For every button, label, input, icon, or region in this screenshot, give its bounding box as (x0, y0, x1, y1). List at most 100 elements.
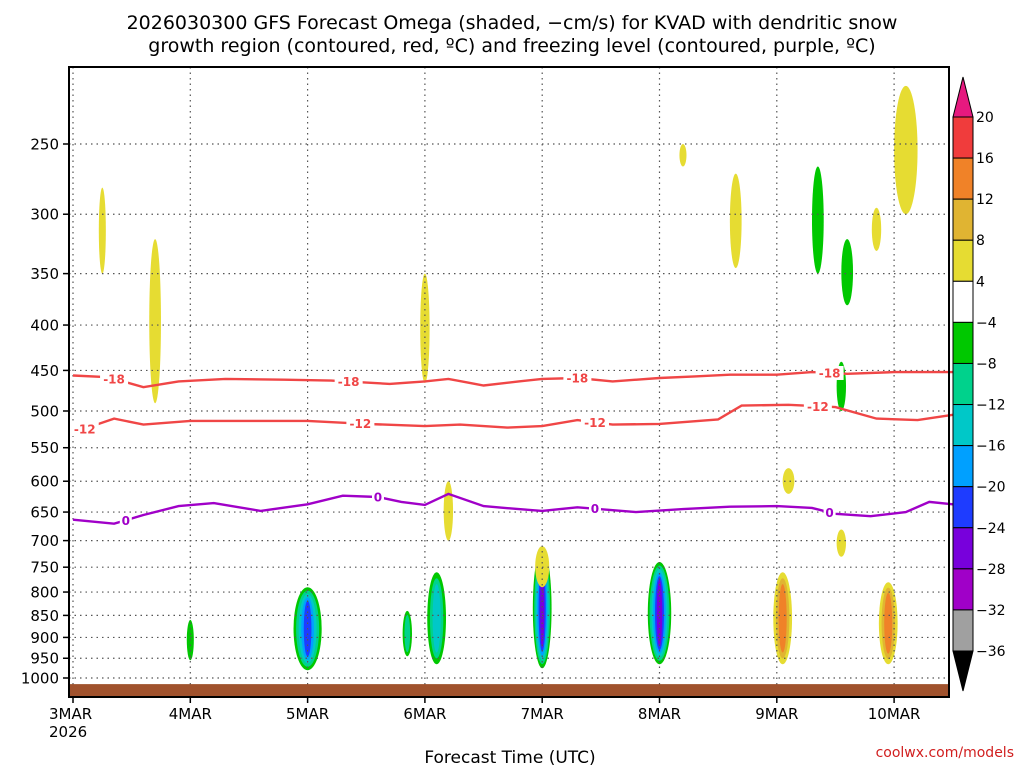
y-tick-label-800: 800 (30, 584, 59, 602)
plot-frame (68, 66, 950, 698)
dgz-bottom-minus12-label-2: -12 (584, 416, 606, 430)
dgz-bottom-minus12-label-3: -12 (807, 400, 829, 414)
y-tick-label-600: 600 (30, 473, 59, 491)
freezing-level-0-label-1: 0 (374, 490, 382, 504)
omega-blob-11-level-0 (894, 85, 918, 215)
colorbar-label-10: −24 (976, 521, 1006, 537)
y-axis-ticks: 250 300 350 400 450 500 550 600 650 700 750 800 850 9… (21, 136, 69, 688)
omega-blob-2-level-1 (404, 614, 411, 653)
y-tick-label-500: 500 (30, 403, 59, 421)
colorbar-label-1: 16 (976, 151, 994, 167)
omega-blob-3-level-5 (540, 569, 545, 648)
colorbar-swatch-6 (952, 362, 974, 406)
dgz-top-minus18-label-bg-1 (334, 374, 363, 389)
colorbar-swatch-0 (952, 116, 974, 159)
x-tick-label-0: 3MAR (49, 705, 92, 723)
freezing-level-0-label-bg-1 (371, 489, 384, 504)
omega-blob-6-level-2 (778, 584, 787, 653)
ground-fill (69, 684, 949, 697)
freezing-level-0-label-bg-0 (119, 513, 132, 528)
colorbar-label-11: −28 (976, 562, 1006, 578)
colorbar-label-8: −16 (976, 439, 1006, 455)
colorbar-label-9: −20 (976, 480, 1006, 496)
y-tick-label-650: 650 (30, 504, 59, 522)
chart-title-line-1: 2026030300 GFS Forecast Omega (shaded, −… (127, 12, 898, 34)
ground-band (69, 684, 949, 697)
y-tick-label-1000: 1000 (21, 670, 59, 688)
x-tick-label-2: 5MAR (286, 705, 329, 723)
omega-blob-13-level-0 (149, 239, 161, 404)
omega-blob-19-level-0 (98, 187, 106, 274)
y-tick-label-550: 550 (30, 439, 59, 457)
colorbar-label-7: −12 (976, 398, 1006, 414)
dgz-top-minus18-label-0: -18 (103, 372, 125, 386)
y-tick-label-350: 350 (30, 265, 59, 283)
colorbar-swatch-12 (952, 609, 974, 652)
credit-link[interactable]: coolwx.com/models (876, 745, 1014, 761)
dgz-top-minus18-line (72, 370, 953, 389)
colorbar-bottom-arrow (952, 650, 974, 692)
omega-blob-17-level-0 (836, 529, 847, 557)
dgz-bottom-minus12-label-bg-0 (70, 422, 99, 437)
x-tick-label-1: 4MAR (169, 705, 212, 723)
dgz-bottom-minus12-label-1: -12 (350, 417, 372, 431)
x-tick-label-4: 7MAR (521, 705, 564, 723)
omega-blob-20-level-0 (679, 144, 687, 167)
colorbar: 20 16 12 8 4 −4 −8 −12 −16 −20 −24 −28 −32 −36 (952, 76, 1006, 692)
colorbar-swatch-1 (952, 157, 974, 200)
dgz-bottom-minus12-label-bg-3 (803, 399, 832, 414)
x-axis-title: Forecast Time (UTC) (424, 748, 595, 768)
dgz-top-minus18-label-bg-2 (563, 371, 592, 386)
x-tick-label-3: 6MAR (403, 705, 446, 723)
dgz-top-minus18-label-3: -18 (819, 366, 841, 380)
omega-blob-10-level-0 (729, 173, 742, 269)
y-tick-label-250: 250 (30, 136, 59, 154)
grid-lines (69, 67, 949, 697)
omega-blob-1-level-2 (432, 584, 441, 653)
x-tick-label-6: 9MAR (755, 705, 798, 723)
colorbar-swatch-9 (952, 486, 974, 529)
colorbar-label-12: −32 (976, 603, 1006, 619)
colorbar-label-0: 20 (976, 110, 994, 126)
omega-blob-4-level-5 (656, 579, 663, 647)
y-tick-label-750: 750 (30, 559, 59, 577)
x-tick-sublabel-0: 2026 (49, 723, 87, 741)
contour-lines: -18 -18 -18 -18 -12 -12 -12 -12 0 0 0 0 (70, 365, 953, 528)
freezing-level-0-label-0: 0 (122, 514, 130, 528)
y-tick-label-300: 300 (30, 206, 59, 224)
colorbar-label-5: −4 (976, 315, 997, 331)
omega-blob-12-level-0 (871, 207, 882, 251)
freezing-level-0-label-bg-3 (823, 505, 836, 520)
x-tick-label-7: 10MAR (868, 705, 921, 723)
colorbar-label-3: 8 (976, 233, 985, 249)
colorbar-swatch-7 (952, 404, 974, 447)
colorbar-swatch-4 (952, 280, 974, 323)
freezing-level-0-label-3: 0 (825, 506, 833, 520)
chart-title-line-2: growth region (contoured, red, ºC) and f… (148, 35, 875, 57)
dgz-top-minus18-label-bg-0 (100, 371, 129, 386)
y-tick-label-900: 900 (30, 629, 59, 647)
freezing-level-0-label-2: 0 (591, 502, 599, 516)
colorbar-swatch-5 (952, 321, 974, 364)
colorbar-swatch-10 (952, 527, 974, 570)
omega-blob-16-level-0 (782, 468, 795, 494)
colorbar-swatch-11 (952, 568, 974, 611)
dgz-bottom-minus12-label-bg-1 (346, 416, 375, 431)
y-tick-label-850: 850 (30, 607, 59, 625)
colorbar-label-13: −36 (976, 644, 1006, 660)
colorbar-label-6: −8 (976, 356, 997, 372)
dgz-bottom-minus12-label-bg-2 (580, 415, 609, 430)
dgz-top-minus18-label-2: -18 (567, 372, 589, 386)
colorbar-swatch-2 (952, 198, 974, 241)
x-tick-label-5: 8MAR (638, 705, 681, 723)
dgz-bottom-minus12-label-0: -12 (74, 423, 96, 437)
omega-blob-7-level-2 (884, 592, 893, 654)
colorbar-label-2: 12 (976, 192, 994, 208)
dgz-top-minus18-label-1: -18 (338, 375, 360, 389)
colorbar-swatch-3 (952, 239, 974, 282)
y-tick-label-950: 950 (30, 650, 59, 668)
y-tick-label-450: 450 (30, 362, 59, 380)
freezing-level-0-label-bg-2 (588, 501, 601, 516)
